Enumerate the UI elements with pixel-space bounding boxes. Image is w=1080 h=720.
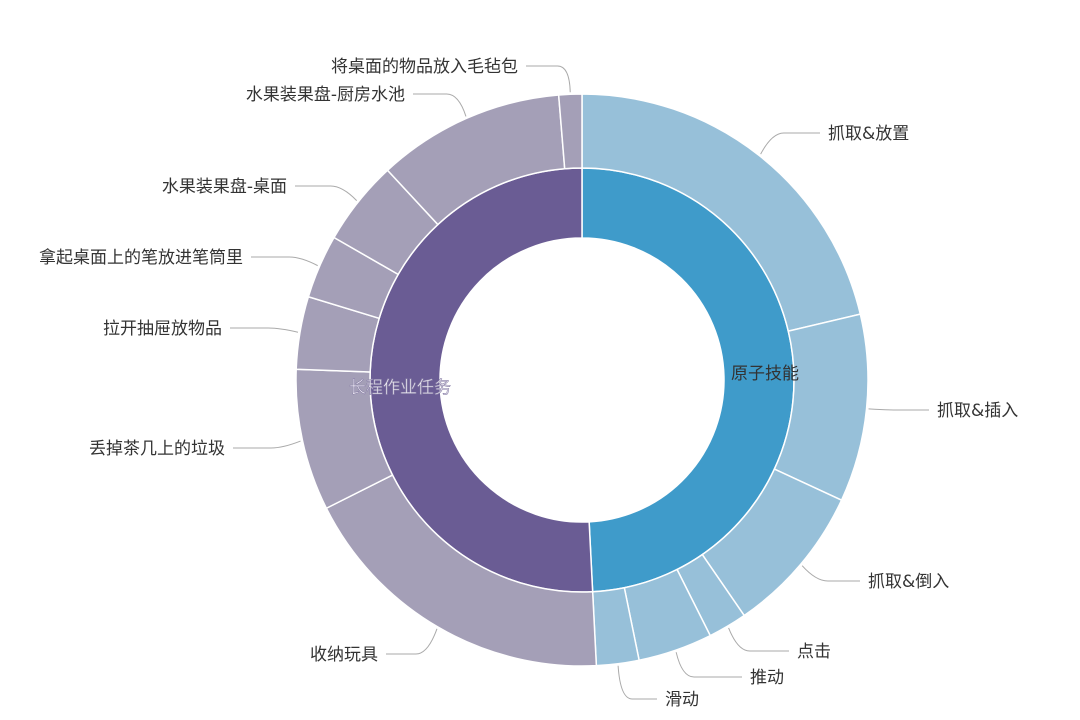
leader-line	[801, 565, 860, 582]
outer-label: 将桌面的物品放入毛毡包	[331, 57, 518, 77]
inner-label: 原子技能	[731, 364, 799, 384]
leader-line	[760, 132, 820, 155]
outer-label: 点击	[797, 642, 831, 662]
outer-segment[interactable]	[557, 93, 583, 170]
leader-line	[526, 65, 571, 93]
outer-label: 水果装果盘-厨房水池	[246, 85, 405, 105]
outer-label: 水果装果盘-桌面	[162, 177, 287, 197]
leader-line	[413, 93, 467, 117]
outer-label: 滑动	[665, 690, 699, 710]
outer-label: 拉开抽屉放物品	[103, 319, 222, 339]
outer-label: 拿起桌面上的笔放进笔筒里	[39, 247, 243, 268]
leader-line	[675, 652, 742, 678]
outer-label: 收纳玩具	[310, 645, 378, 665]
outer-label: 抓取&插入	[937, 401, 1018, 421]
outer-label: 推动	[750, 668, 784, 688]
leader-line	[728, 627, 789, 652]
outer-label: 丢掉茶几上的垃圾	[89, 439, 225, 459]
leader-line	[386, 628, 438, 655]
leader-line	[230, 327, 299, 333]
leader-line	[233, 440, 301, 449]
leader-line	[617, 665, 657, 700]
leader-line	[295, 185, 358, 201]
inner-label: 长程作业任务	[349, 378, 451, 398]
outer-label: 抓取&放置	[828, 124, 909, 144]
outer-label: 抓取&倒入	[868, 572, 949, 592]
leader-line	[251, 256, 318, 267]
leader-line	[868, 408, 929, 411]
